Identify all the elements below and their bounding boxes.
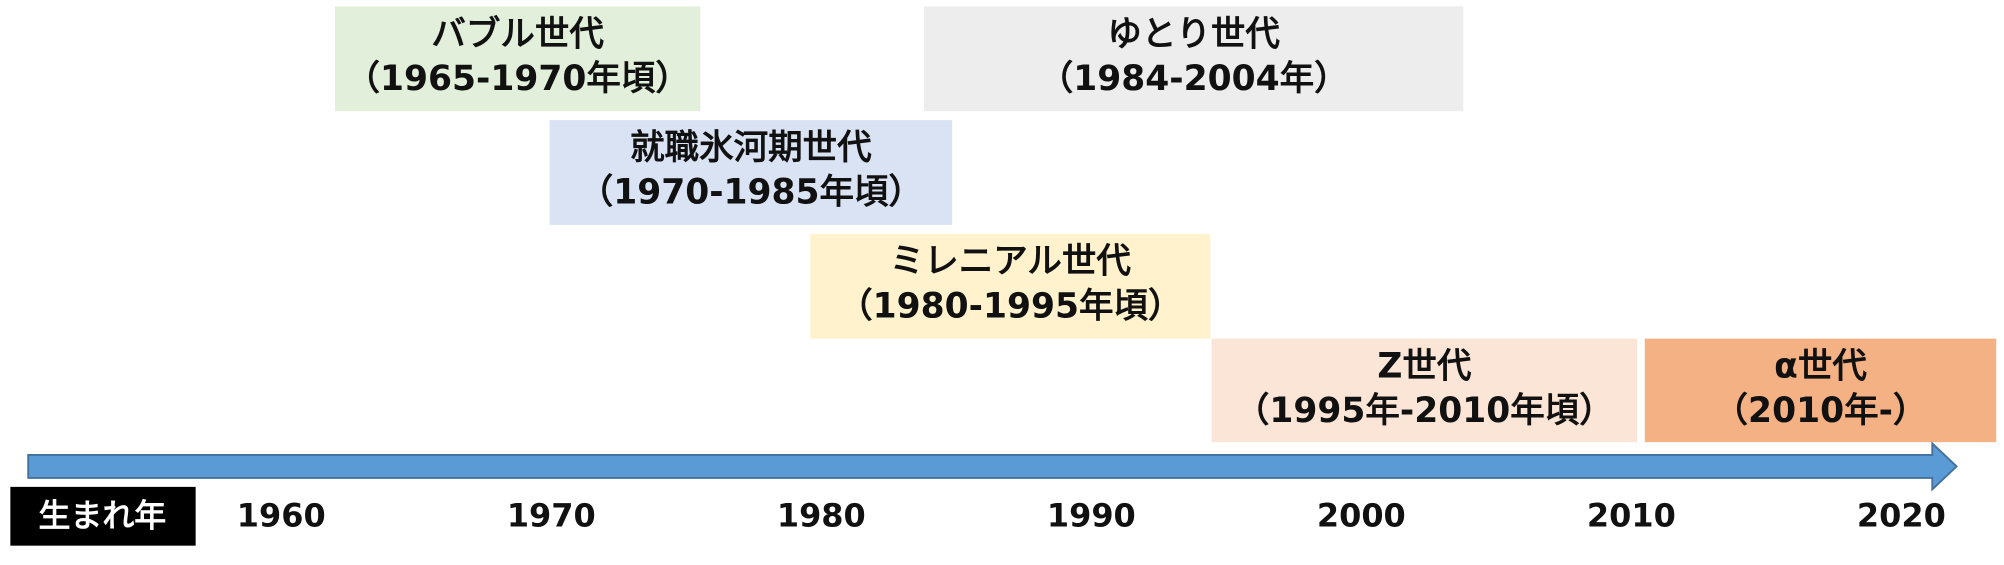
- generation-name: α世代: [1774, 347, 1867, 387]
- year-label: 1960: [237, 497, 326, 535]
- generation-name: 就職氷河期世代: [630, 128, 872, 168]
- generation-box: ミレニアル世代（1980-1995年頃）: [810, 233, 1211, 339]
- generation-rect: [549, 120, 953, 225]
- year-label: 2000: [1317, 497, 1406, 535]
- generation-name: ゆとり世代: [1107, 14, 1280, 54]
- generation-period: （1984-2004年）: [1039, 59, 1349, 99]
- generation-rect: [810, 233, 1211, 339]
- generation-name: Z世代: [1377, 347, 1472, 387]
- generation-boxes: バブル世代 （1965-1970年頃） ゆとり世代 （1984-2004年） 就職氷河期…: [334, 6, 1997, 443]
- year-labels: 1960 1970 1980 1990 2000 2010 2020: [237, 497, 1946, 535]
- generation-period: （1980-1995年頃）: [838, 286, 1182, 326]
- year-label: 2020: [1857, 497, 1946, 535]
- generation-period: （1970-1985年頃）: [579, 173, 923, 213]
- generation-rect: [334, 6, 701, 112]
- birth-year-box: [10, 486, 196, 546]
- generation-rect: [1644, 338, 1997, 443]
- generation-period: （1995年-2010年頃）: [1235, 391, 1614, 431]
- year-label: 1990: [1047, 497, 1136, 535]
- year-label: 1980: [777, 497, 866, 535]
- year-label: 2010: [1587, 497, 1676, 535]
- birth-year-label: 生まれ年: [38, 497, 166, 535]
- generation-name: バブル世代: [431, 14, 604, 54]
- generation-box: ゆとり世代 （1984-2004年）: [924, 6, 1464, 112]
- generation-rect: [924, 6, 1464, 112]
- generation-period: （2010年-）: [1714, 391, 1928, 431]
- generation-box: バブル世代 （1965-1970年頃）: [334, 6, 701, 112]
- generation-box: α世代（2010年-）: [1644, 338, 1997, 443]
- generation-name: ミレニアル世代: [890, 242, 1132, 282]
- year-label: 1970: [507, 497, 596, 535]
- generation-rect: [1211, 338, 1638, 443]
- generation-box: Z世代（1995年-2010年頃）: [1211, 338, 1638, 443]
- generation-box: 就職氷河期世代 （1970-1985年頃）: [549, 120, 953, 225]
- timeline-arrow: [27, 441, 1958, 492]
- generation-period: （1965-1970年頃）: [345, 59, 689, 99]
